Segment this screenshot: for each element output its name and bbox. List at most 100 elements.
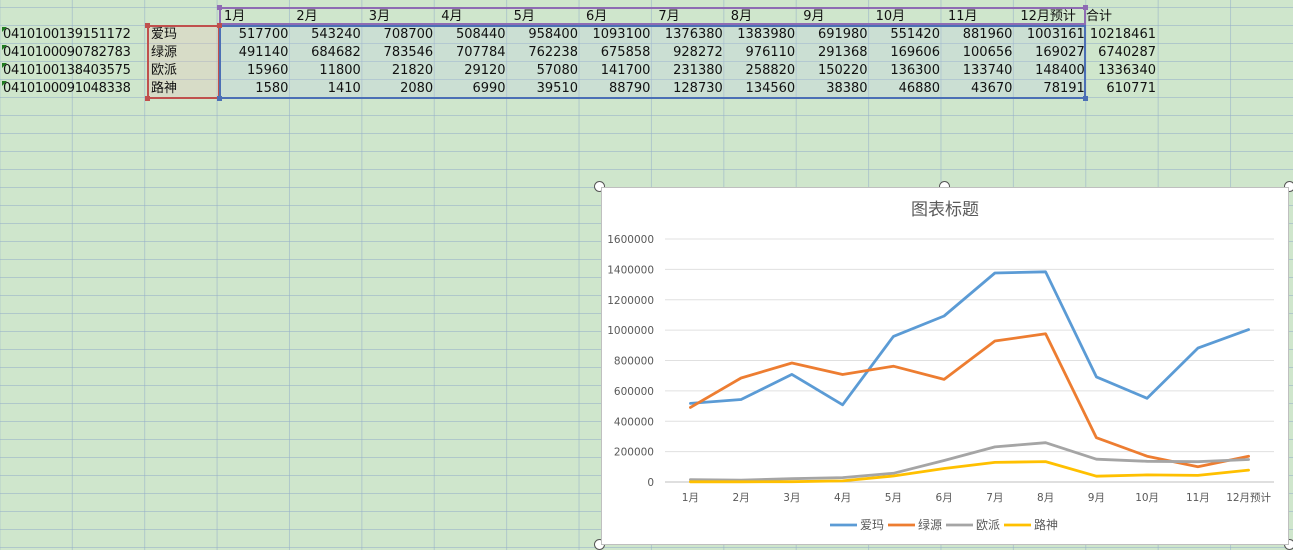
header-cell[interactable]: 9月 [803,9,825,24]
value-cell[interactable]: 15960 [247,63,289,78]
value-cell[interactable]: 684682 [311,45,361,60]
value-cell[interactable]: 78191 [1043,81,1085,96]
selection-handle[interactable] [217,96,222,101]
brand-cell[interactable]: 欧派 [151,63,178,78]
line-chart[interactable]: 图表标题 0 200000 400000 600000 800000 1000000 120… [601,187,1289,545]
header-range-selection [219,7,1086,25]
selection-handle[interactable] [217,5,222,10]
x-tick-label: 4月 [834,492,851,504]
value-cell[interactable]: 491140 [238,45,289,60]
header-cell[interactable]: 11月 [948,9,978,24]
value-cell[interactable]: 100656 [962,45,1013,60]
value-cell[interactable]: 141700 [600,63,651,78]
series-line-路神[interactable] [689,460,1250,484]
value-cell[interactable]: 133740 [962,63,1013,78]
total-cell[interactable]: 1336340 [1098,63,1156,78]
value-cell[interactable]: 43670 [971,81,1013,96]
series-line-爱玛[interactable] [689,270,1250,407]
x-tick-label: 11月 [1186,492,1210,504]
value-cell[interactable]: 543240 [311,27,361,42]
y-tick-label: 1600000 [607,234,654,246]
header-cell[interactable]: 5月 [513,9,535,24]
value-cell[interactable]: 21820 [391,63,434,78]
value-cell[interactable]: 128730 [673,81,723,96]
value-cell[interactable]: 1376380 [664,27,723,42]
code-cell[interactable]: 0410100139151172 [3,27,131,42]
value-cell[interactable]: 958400 [528,27,578,42]
value-cell[interactable]: 708700 [383,27,434,42]
header-cell[interactable]: 10月 [875,9,906,24]
value-cell[interactable]: 508440 [455,27,506,42]
brand-cell[interactable]: 绿源 [151,45,178,60]
total-cell[interactable]: 6740287 [1098,45,1156,60]
value-cell[interactable]: 517700 [238,27,289,42]
legend-label[interactable]: 爱玛 [860,518,884,532]
legend-label[interactable]: 欧派 [976,518,1000,532]
y-tick-label: 600000 [614,386,654,398]
x-tick-label: 5月 [885,492,902,504]
value-cell[interactable]: 783546 [383,45,434,60]
value-cell[interactable]: 762238 [528,45,578,60]
value-cell[interactable]: 148400 [1035,63,1085,78]
value-cell[interactable]: 39510 [536,81,578,96]
chart-title[interactable]: 图表标题 [911,200,979,220]
selection-handle[interactable] [1083,96,1088,101]
code-cell[interactable]: 0410100091048338 [3,81,131,96]
total-cell[interactable]: 10218461 [1089,27,1156,42]
value-cell[interactable]: 169606 [890,45,940,60]
series-line-欧派[interactable] [689,441,1250,482]
value-cell[interactable]: 1093100 [592,27,651,42]
value-cell[interactable]: 38380 [826,81,868,96]
number-as-text-indicator [2,81,7,86]
value-cell[interactable]: 88790 [609,81,651,96]
series-line-绿源[interactable] [689,332,1250,469]
value-cell[interactable]: 291368 [817,45,868,60]
value-cell[interactable]: 134560 [745,81,796,96]
value-cell[interactable]: 46880 [898,81,940,96]
value-cell[interactable]: 57080 [536,63,578,78]
value-cell[interactable]: 258820 [745,63,796,78]
value-cell[interactable]: 675858 [600,45,651,60]
y-tick-label: 400000 [614,416,654,428]
header-cell[interactable]: 2月 [296,9,318,24]
header-cell[interactable]: 8月 [730,9,753,24]
header-cell[interactable]: 1月 [224,9,246,24]
value-cell[interactable]: 150220 [817,63,868,78]
header-cell[interactable]: 12月预计 [1020,9,1076,24]
header-cell[interactable]: 7月 [658,9,680,24]
value-cell[interactable]: 1003161 [1026,27,1085,42]
legend-label[interactable]: 绿源 [918,517,942,532]
selection-handle[interactable] [145,96,150,101]
value-cell[interactable]: 976110 [745,45,796,60]
value-cell[interactable]: 6990 [472,81,506,96]
total-cell[interactable]: 610771 [1106,81,1156,96]
brand-cell[interactable]: 路神 [151,81,178,96]
value-cell[interactable]: 2080 [400,81,434,96]
selection-handle[interactable] [217,23,222,28]
value-cell[interactable]: 1410 [327,81,361,96]
header-cell[interactable]: 6月 [586,9,608,24]
value-cell[interactable]: 11800 [319,63,361,78]
value-cell[interactable]: 928272 [673,45,723,60]
x-tick-label: 10月 [1135,492,1159,504]
selection-handle[interactable] [1083,5,1088,10]
value-cell[interactable]: 231380 [673,63,723,78]
value-cell[interactable]: 29120 [464,63,506,78]
value-cell[interactable]: 691980 [817,27,868,42]
selection-handle[interactable] [145,23,150,28]
value-cell[interactable]: 707784 [455,45,506,60]
value-cell[interactable]: 169027 [1035,45,1085,60]
code-cell[interactable]: 0410100090782783 [3,45,131,60]
value-cell[interactable]: 551420 [890,27,940,42]
header-cell[interactable]: 3月 [368,9,391,24]
total-header-cell[interactable]: 合计 [1086,9,1113,24]
chart-resize-handle[interactable] [594,181,605,192]
value-cell[interactable]: 136300 [890,63,940,78]
brand-cell[interactable]: 爱玛 [151,27,178,42]
code-cell[interactable]: 0410100138403575 [3,63,131,78]
value-cell[interactable]: 1580 [255,81,289,96]
legend-label[interactable]: 路神 [1034,517,1058,532]
value-cell[interactable]: 1383980 [737,27,796,42]
header-cell[interactable]: 4月 [441,9,463,24]
value-cell[interactable]: 881960 [962,27,1013,42]
